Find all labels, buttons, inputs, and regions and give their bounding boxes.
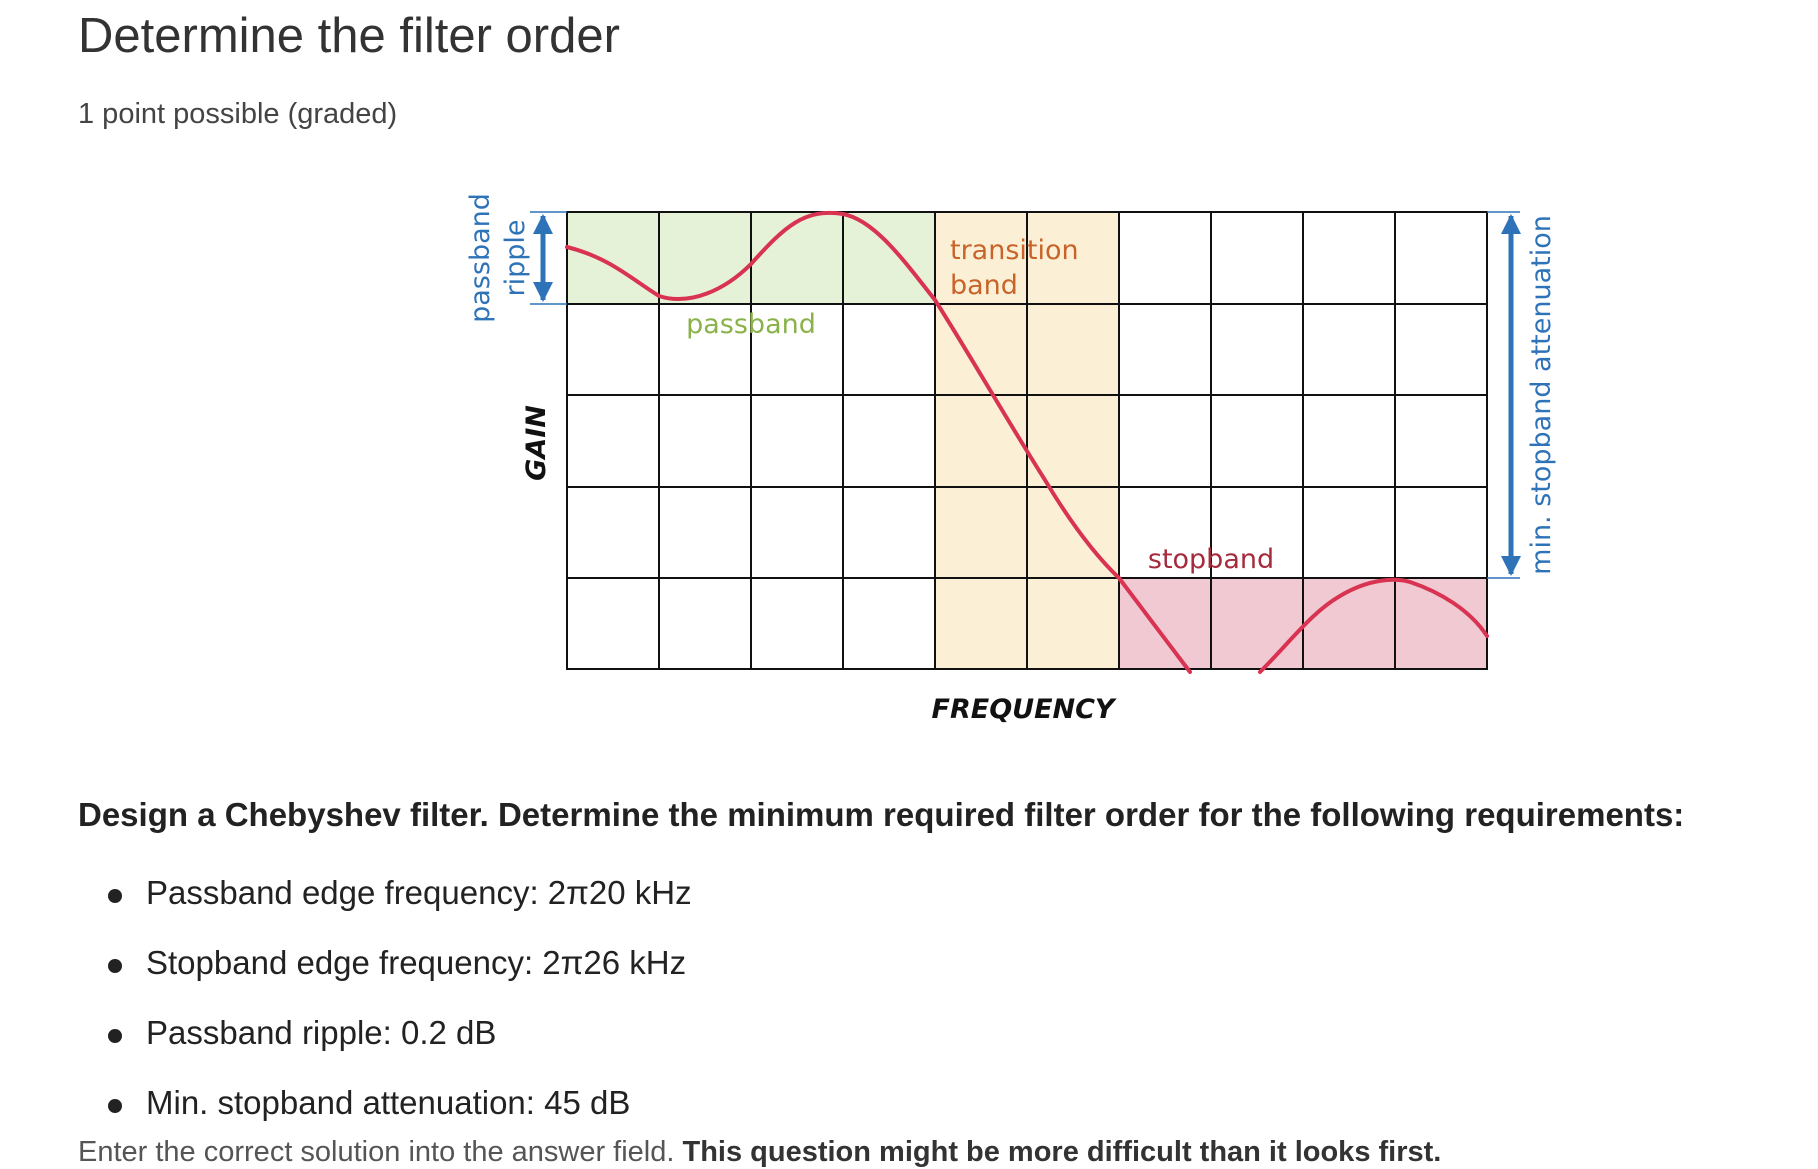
min-stopband-attenuation-label: min. stopband attenuation xyxy=(1526,215,1557,575)
requirements-list: Passband edge frequency: 2π20 kHz Stopba… xyxy=(100,874,692,1154)
list-item: Passband edge frequency: 2π20 kHz xyxy=(100,874,692,944)
frequency-axis-label: FREQUENCY xyxy=(932,694,1117,725)
passband-ripple-label-line2: ripple xyxy=(500,220,531,297)
bullet-icon xyxy=(108,1029,122,1043)
filter-response-diagram: passband ripple GAIN FREQUENCY passband … xyxy=(465,193,1557,725)
requirement-stopband-attenuation: Min. stopband attenuation: 45 dB xyxy=(146,1084,631,1121)
stopband-label: stopband xyxy=(1148,544,1274,575)
instructions-warning: This question might be more difficult th… xyxy=(682,1136,1442,1168)
gain-axis-label: GAIN xyxy=(521,405,552,481)
requirement-passband-ripple: Passband ripple: 0.2 dB xyxy=(146,1014,497,1051)
page-title: Determine the filter order xyxy=(78,9,620,63)
bullet-icon xyxy=(108,889,122,903)
filter-response-curve xyxy=(565,210,1489,674)
bullet-icon xyxy=(108,1099,122,1113)
list-item: Passband ripple: 0.2 dB xyxy=(100,1014,692,1084)
passband-label: passband xyxy=(686,309,816,340)
question-text: Design a Chebyshev filter. Determine the… xyxy=(78,796,1685,833)
requirement-stopband-edge: Stopband edge frequency: 2π26 kHz xyxy=(146,944,687,981)
bullet-icon xyxy=(108,959,122,973)
passband-ripple-label-line1: passband xyxy=(465,193,496,323)
list-item: Stopband edge frequency: 2π26 kHz xyxy=(100,944,692,1014)
points-info: 1 point possible (graded) xyxy=(78,98,398,130)
requirement-passband-edge: Passband edge frequency: 2π20 kHz xyxy=(146,874,692,911)
transition-band-label-line2: band xyxy=(950,270,1018,301)
instructions-normal: Enter the correct solution into the answ… xyxy=(78,1136,683,1168)
list-item: Min. stopband attenuation: 45 dB xyxy=(100,1084,692,1154)
transition-band-label-line1: transition xyxy=(950,235,1079,266)
instructions-text: Enter the correct solution into the answ… xyxy=(78,1136,1441,1169)
grid xyxy=(566,211,1488,670)
